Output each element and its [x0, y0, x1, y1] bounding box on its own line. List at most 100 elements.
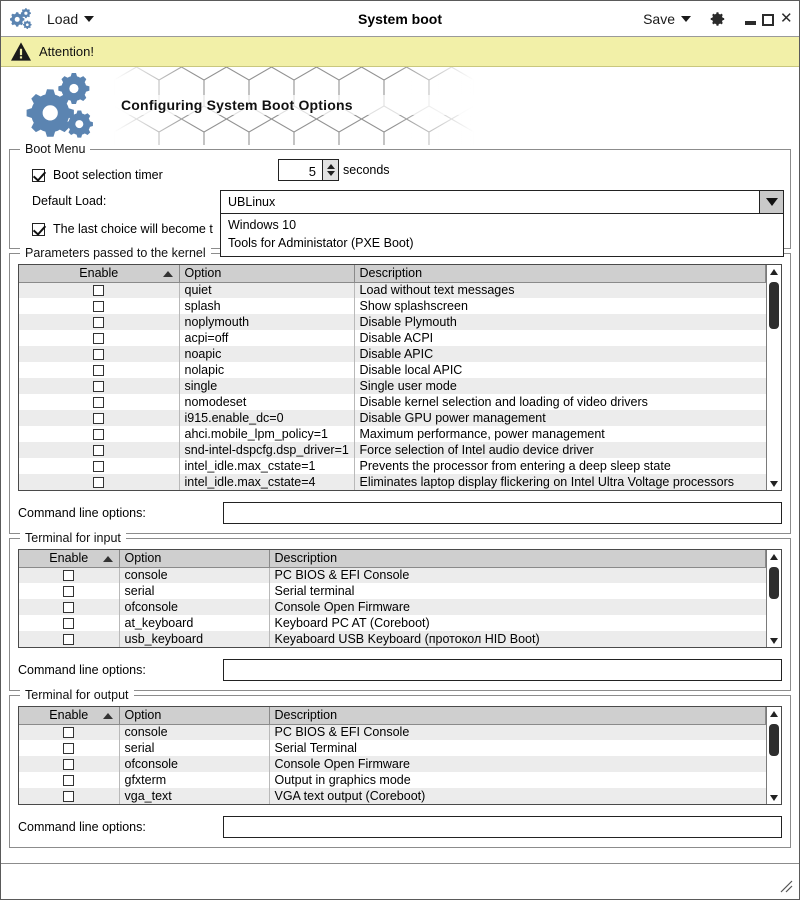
- status-bar: [1, 863, 799, 899]
- table-row[interactable]: at_keyboard Keyboard PC AT (Coreboot): [19, 615, 766, 631]
- stepper-down-icon[interactable]: [326, 171, 335, 176]
- scroll-up-icon[interactable]: [767, 265, 781, 278]
- row-enable-checkbox[interactable]: [63, 570, 75, 582]
- terminal-output-scrollbar[interactable]: [766, 707, 781, 804]
- column-header-option[interactable]: Option: [119, 707, 270, 725]
- column-header-enable[interactable]: Enable: [19, 707, 120, 725]
- kernel-table-scrollbar[interactable]: [766, 265, 781, 490]
- scrollbar-thumb[interactable]: [769, 724, 779, 756]
- table-row[interactable]: noapic Disable APIC: [19, 346, 766, 362]
- boot-selection-timer-checkbox[interactable]: [32, 168, 45, 182]
- row-enable-checkbox[interactable]: [93, 477, 105, 489]
- table-row[interactable]: snd-intel-dspcfg.dsp_driver=1 Force selec…: [19, 442, 766, 458]
- table-row[interactable]: serial Serial Terminal: [19, 740, 766, 756]
- row-enable-checkbox[interactable]: [93, 333, 105, 345]
- maximize-icon[interactable]: [762, 13, 774, 26]
- row-enable-checkbox[interactable]: [93, 349, 105, 361]
- row-enable-checkbox[interactable]: [63, 602, 75, 614]
- kernel-parameters-table[interactable]: Enable Option Description quiet Load with…: [18, 264, 782, 491]
- row-enable-checkbox[interactable]: [63, 743, 75, 755]
- table-row[interactable]: intel_idle.max_cstate=1 Prevents the proc…: [19, 458, 766, 474]
- resize-grip-icon[interactable]: [779, 879, 793, 893]
- kernel-parameters-body: quiet Load without text messages splash Sho…: [19, 282, 766, 490]
- row-enable-checkbox[interactable]: [93, 461, 105, 473]
- stepper-up-icon[interactable]: [326, 164, 335, 169]
- column-header-description[interactable]: Description: [269, 707, 766, 725]
- row-enable-checkbox[interactable]: [93, 445, 105, 457]
- scroll-down-icon[interactable]: [767, 791, 781, 804]
- row-enable-checkbox[interactable]: [63, 791, 75, 803]
- row-description-cell: Disable kernel selection and loading of …: [359, 395, 648, 409]
- scrollbar-thumb[interactable]: [769, 567, 779, 599]
- scroll-up-icon[interactable]: [767, 707, 781, 720]
- terminal-output-command-line-input[interactable]: [223, 816, 782, 838]
- table-row[interactable]: splash Show splashscreen: [19, 298, 766, 314]
- column-header-description[interactable]: Description: [354, 265, 766, 283]
- row-enable-checkbox[interactable]: [93, 317, 105, 329]
- table-row[interactable]: serial Serial terminal: [19, 583, 766, 599]
- combobox-dropdown-list[interactable]: Windows 10 Tools for Administator (PXE B…: [220, 214, 784, 257]
- row-enable-checkbox[interactable]: [93, 381, 105, 393]
- row-option-cell: snd-intel-dspcfg.dsp_driver=1: [179, 442, 355, 458]
- table-row[interactable]: ofconsole Console Open Firmware: [19, 756, 766, 772]
- row-enable-checkbox[interactable]: [93, 397, 105, 409]
- row-enable-checkbox[interactable]: [63, 586, 75, 598]
- gear-icon[interactable]: [709, 10, 727, 28]
- table-row[interactable]: nomodeset Disable kernel selection and lo…: [19, 394, 766, 410]
- combobox-option[interactable]: Windows 10: [228, 218, 297, 232]
- combobox-option[interactable]: Tools for Administator (PXE Boot): [228, 236, 414, 250]
- kernel-command-line-input[interactable]: [223, 502, 782, 524]
- column-header-enable[interactable]: Enable: [19, 265, 180, 283]
- minimize-icon[interactable]: [745, 20, 756, 25]
- row-description-cell: Keyboard PC AT (Coreboot): [274, 616, 430, 630]
- scroll-down-icon[interactable]: [767, 477, 781, 490]
- terminal-input-body: console PC BIOS & EFI Console serial Serial…: [19, 567, 766, 647]
- row-description-cell: Console Open Firmware: [269, 599, 766, 615]
- table-row[interactable]: gfxterm Output in graphics mode: [19, 772, 766, 788]
- row-enable-checkbox[interactable]: [63, 727, 75, 739]
- chevron-down-icon[interactable]: [759, 191, 783, 213]
- default-load-combobox[interactable]: UBLinux Windows 10 Tools for Administato…: [220, 190, 784, 257]
- boot-timer-input[interactable]: [278, 159, 322, 181]
- table-row[interactable]: single Single user mode: [19, 378, 766, 394]
- column-header-option[interactable]: Option: [119, 550, 270, 568]
- row-enable-checkbox[interactable]: [63, 634, 75, 646]
- last-choice-checkbox[interactable]: [32, 222, 45, 236]
- column-header-enable[interactable]: Enable: [19, 550, 120, 568]
- table-row[interactable]: usb_keyboard Keyaboard USB Keyboard (прот…: [19, 631, 766, 647]
- row-enable-checkbox[interactable]: [93, 365, 105, 377]
- save-menu-button[interactable]: Save: [639, 9, 695, 29]
- table-row[interactable]: console PC BIOS & EFI Console: [19, 724, 766, 740]
- terminal-output-table[interactable]: Enable Option Description console PC BIOS…: [18, 706, 782, 805]
- table-row[interactable]: ofconsole Console Open Firmware: [19, 599, 766, 615]
- boot-timer-spin-buttons[interactable]: [322, 159, 339, 181]
- table-row[interactable]: noplymouth Disable Plymouth: [19, 314, 766, 330]
- row-enable-checkbox[interactable]: [63, 759, 75, 771]
- table-row[interactable]: ahci.mobile_lpm_policy=1 Maximum performa…: [19, 426, 766, 442]
- row-enable-checkbox[interactable]: [93, 429, 105, 441]
- table-row[interactable]: acpi=off Disable ACPI: [19, 330, 766, 346]
- combobox-field[interactable]: UBLinux: [220, 190, 784, 214]
- scrollbar-thumb[interactable]: [769, 282, 779, 329]
- table-row[interactable]: console PC BIOS & EFI Console: [19, 567, 766, 583]
- terminal-input-scrollbar[interactable]: [766, 550, 781, 647]
- close-icon[interactable]: ✕: [780, 9, 793, 27]
- row-enable-checkbox[interactable]: [93, 301, 105, 313]
- row-enable-checkbox[interactable]: [93, 285, 105, 297]
- table-row[interactable]: quiet Load without text messages: [19, 282, 766, 298]
- load-menu-button[interactable]: Load: [43, 9, 98, 29]
- row-enable-checkbox[interactable]: [63, 775, 75, 787]
- row-option-cell: at_keyboard: [119, 615, 270, 631]
- row-enable-checkbox[interactable]: [63, 618, 75, 630]
- terminal-input-table[interactable]: Enable Option Description console PC BIOS…: [18, 549, 782, 648]
- table-row[interactable]: nolapic Disable local APIC: [19, 362, 766, 378]
- row-enable-checkbox[interactable]: [93, 413, 105, 425]
- table-row[interactable]: vga_text VGA text output (Coreboot): [19, 788, 766, 804]
- column-header-option[interactable]: Option: [179, 265, 355, 283]
- terminal-input-command-line-input[interactable]: [223, 659, 782, 681]
- column-header-description[interactable]: Description: [269, 550, 766, 568]
- table-row[interactable]: i915.enable_dc=0 Disable GPU power manage…: [19, 410, 766, 426]
- table-row[interactable]: intel_idle.max_cstate=4 Eliminates laptop…: [19, 474, 766, 490]
- scroll-down-icon[interactable]: [767, 634, 781, 647]
- scroll-up-icon[interactable]: [767, 550, 781, 563]
